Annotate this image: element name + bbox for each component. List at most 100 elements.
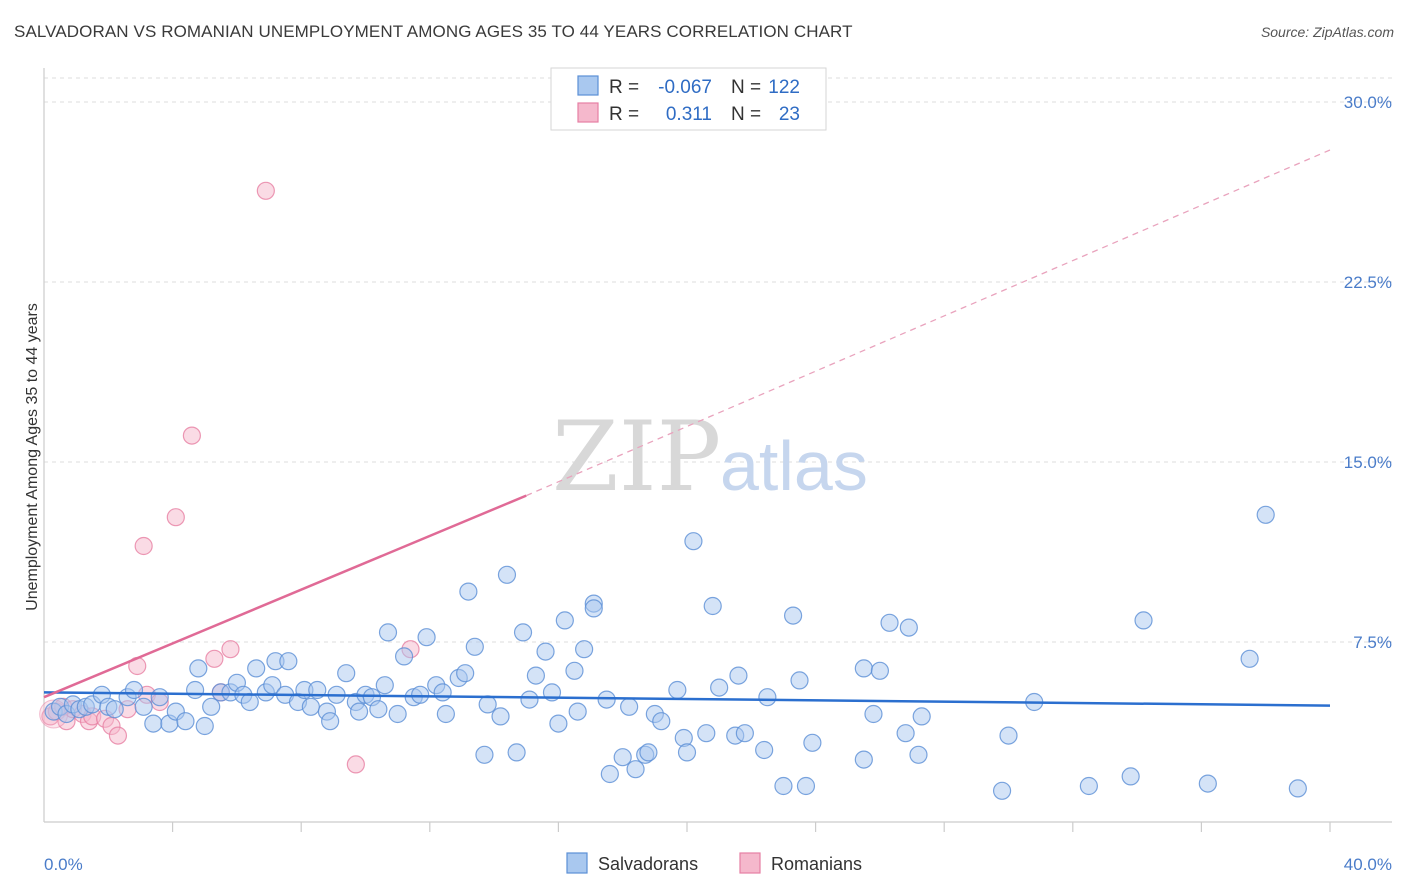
salvadoran-point — [388, 704, 407, 724]
legend-r-label-1: R = — [609, 77, 639, 98]
legend-bottom: Salvadorans Romanians — [566, 852, 862, 874]
y-tick-labels: 7.5% 15.0% 22.5% 30.0% — [1344, 93, 1392, 652]
salvadoran-point — [555, 611, 574, 630]
legend-r-label-2: R = — [609, 104, 639, 125]
x-tick-label-max: 40.0% — [1344, 855, 1392, 874]
y-tick-label: 22.5% — [1344, 273, 1392, 292]
romanian-point — [166, 508, 185, 527]
salvadoran-point — [176, 712, 195, 731]
salvadoran-point — [459, 582, 478, 601]
salvadoran-point — [417, 628, 436, 647]
salvadoran-point — [854, 659, 873, 678]
salvadoran-point — [568, 702, 587, 721]
salvadoran-point — [870, 661, 890, 680]
romanian-point — [205, 649, 224, 668]
trend-lines — [43, 149, 1331, 707]
legend-swatch-romanians — [577, 102, 599, 123]
legend-n-label-2: N = — [731, 104, 761, 125]
salvadoran-point — [755, 740, 774, 760]
salvadoran-point — [880, 613, 899, 632]
salvadoran-point — [1240, 649, 1259, 668]
salvadoran-point — [790, 671, 809, 690]
chart-title: SALVADORAN VS ROMANIAN UNEMPLOYMENT AMON… — [14, 22, 853, 41]
salvadoran-point — [864, 704, 883, 724]
salvadoran-point — [597, 690, 616, 709]
salvadoran-point — [375, 676, 394, 695]
salvadoran-point — [912, 707, 931, 726]
salvadoran-point — [247, 659, 266, 678]
watermark-zip: ZIP — [552, 401, 721, 513]
salvadoran-point — [697, 724, 716, 743]
romanian-point — [346, 755, 365, 774]
salvadoran-point — [436, 704, 455, 724]
salvadoran-point — [433, 683, 452, 702]
grid-layer — [44, 77, 1392, 643]
romanian-point — [134, 536, 153, 556]
salvadoran-point — [465, 637, 484, 656]
romanian-point — [182, 426, 201, 445]
bottom-legend-label-romanians: Romanians — [771, 854, 862, 874]
salvadoran-point — [639, 743, 658, 762]
watermark-atlas: atlas — [720, 427, 868, 505]
y-tick-label: 7.5% — [1353, 633, 1392, 652]
salvadoran-point — [613, 748, 632, 767]
romanian-point — [256, 181, 275, 200]
salvadoran-point — [783, 606, 803, 625]
romanians-trend-extension — [525, 149, 1331, 497]
salvadoran-point — [337, 664, 356, 683]
salvadoran-point — [626, 760, 645, 779]
salvadoran-point — [774, 776, 793, 796]
salvadoran-point — [279, 652, 298, 671]
legend-swatch-salvadorans — [577, 75, 599, 96]
salvadoran-point — [600, 764, 619, 784]
salvadoran-point — [507, 743, 526, 762]
salvadoran-point — [124, 680, 144, 700]
salvadoran-point — [1134, 611, 1153, 630]
watermark: ZIP atlas — [552, 401, 868, 513]
legend-n-value-2: 23 — [779, 104, 800, 125]
x-tick-marks — [172, 822, 1331, 832]
salvadoran-point — [999, 726, 1018, 745]
salvadoran-point — [677, 743, 697, 762]
y-tick-label: 30.0% — [1344, 93, 1392, 112]
salvadoran-point — [854, 750, 873, 769]
legend-top: R = -0.067 N = 122 R = 0.311 N = 23 — [550, 67, 827, 131]
salvadoran-point — [202, 697, 221, 716]
salvadoran-point — [584, 599, 603, 618]
salvadoran-point — [796, 776, 816, 796]
romanian-point — [221, 640, 240, 659]
salvadoran-point — [536, 642, 555, 661]
salvadoran-point — [703, 596, 722, 616]
chart-source: Source: ZipAtlas.com — [1260, 24, 1394, 40]
salvadoran-point — [301, 697, 320, 716]
salvadoran-point — [150, 688, 169, 707]
romanians-trend-line — [43, 494, 527, 699]
legend-r-value-1: -0.067 — [658, 77, 712, 98]
legend-n-label-1: N = — [731, 77, 761, 98]
legend-n-value-1: 122 — [768, 77, 800, 98]
salvadoran-point — [1079, 776, 1098, 796]
salvadoran-point — [134, 697, 153, 716]
salvadorans-trend-line — [43, 691, 1331, 707]
y-axis-label: Unemployment Among Ages 35 to 44 years — [24, 303, 41, 611]
salvadoran-point — [105, 700, 124, 719]
salvadoran-point — [526, 666, 545, 685]
salvadoran-point — [710, 678, 729, 697]
salvadoran-point — [513, 623, 533, 642]
salvadoran-point — [520, 690, 539, 709]
salvadoran-point — [1198, 774, 1217, 793]
salvadoran-point — [195, 716, 214, 736]
salvadoran-point — [668, 680, 687, 700]
bottom-legend-swatch-salvadorans — [566, 852, 588, 874]
salvadoran-point — [478, 695, 497, 714]
salvadoran-point — [896, 724, 915, 743]
salvadoran-point — [549, 714, 568, 733]
salvadoran-point — [652, 712, 671, 731]
salvadoran-point — [456, 664, 475, 683]
salvadoran-point — [411, 685, 430, 704]
salvadoran-point — [1288, 779, 1307, 798]
salvadoran-point — [992, 781, 1012, 800]
salvadoran-point — [475, 745, 494, 764]
salvadoran-point — [620, 697, 639, 716]
